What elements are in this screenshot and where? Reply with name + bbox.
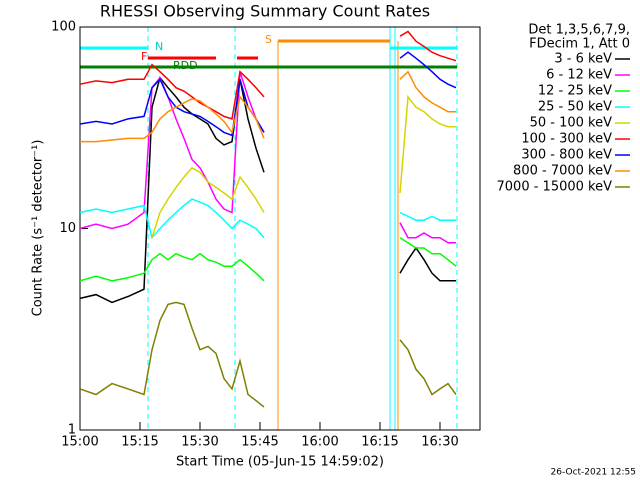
series-line bbox=[80, 95, 265, 143]
x-tick-label: 15:15 bbox=[121, 435, 158, 450]
legend-header: FDecim 1, Att 0 bbox=[529, 37, 630, 52]
series-line bbox=[151, 166, 265, 238]
legend-label: 50 - 100 keV bbox=[530, 116, 613, 131]
annotation: S bbox=[265, 33, 272, 46]
legend-label: 6 - 12 keV bbox=[546, 68, 612, 83]
y-axis-label: Count Rate (s⁻¹ detector⁻¹) bbox=[31, 140, 46, 317]
legend-label: 300 - 800 keV bbox=[521, 148, 612, 163]
y-tick-label: 10 bbox=[59, 221, 76, 236]
legend-header: Det 1,3,5,6,7,9, bbox=[528, 23, 630, 38]
series-line bbox=[79, 252, 265, 282]
legend-label: 25 - 50 keV bbox=[538, 100, 612, 115]
series-line bbox=[399, 237, 457, 267]
annotation: F bbox=[141, 50, 147, 63]
legend-label: 100 - 300 keV bbox=[521, 132, 612, 147]
x-tick-label: 15:30 bbox=[181, 435, 218, 450]
series-line bbox=[79, 63, 265, 120]
series-line bbox=[79, 77, 265, 137]
legend-label: 3 - 6 keV bbox=[554, 52, 612, 67]
plot-frame bbox=[79, 26, 481, 431]
series-line bbox=[399, 30, 457, 62]
x-tick-label: 16:00 bbox=[301, 435, 338, 450]
series-line bbox=[399, 70, 456, 113]
x-tick-label: 16:30 bbox=[421, 435, 458, 450]
series-line bbox=[79, 198, 265, 240]
series-line bbox=[399, 339, 457, 396]
legend-label: 12 - 25 keV bbox=[538, 84, 612, 99]
footer: 26-Oct-2021 12:55 bbox=[551, 468, 636, 478]
legend-label: 7000 - 15000 keV bbox=[497, 180, 613, 195]
x-tick-label: 15:45 bbox=[241, 435, 278, 450]
x-axis-label: Start Time (05-Jun-15 14:59:02) bbox=[176, 455, 384, 470]
series-line bbox=[399, 246, 456, 282]
flags: F N S RDD bbox=[79, 27, 458, 430]
y-tick-label: 100 bbox=[51, 20, 76, 35]
legend-label: 800 - 7000 keV bbox=[513, 164, 612, 179]
series-line bbox=[79, 301, 265, 408]
series-line bbox=[399, 94, 456, 194]
annotation: N bbox=[155, 40, 163, 53]
series-line bbox=[79, 71, 265, 230]
series-line bbox=[399, 211, 456, 221]
x-tick-label: 16:15 bbox=[361, 435, 398, 450]
annotation: RDD bbox=[173, 59, 198, 72]
y-tick-label: 1 bbox=[68, 423, 76, 438]
chart-title: RHESSI Observing Summary Count Rates bbox=[100, 2, 430, 21]
series-line bbox=[399, 222, 456, 244]
x-tick-label: 15:00 bbox=[61, 435, 98, 450]
series-line bbox=[399, 51, 457, 89]
